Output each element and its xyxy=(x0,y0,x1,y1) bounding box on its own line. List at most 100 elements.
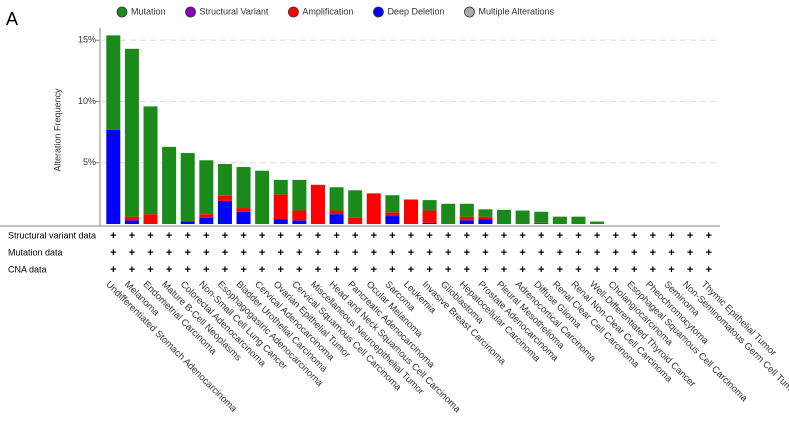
bar-segment xyxy=(459,220,474,224)
profiled-marker: + xyxy=(705,247,711,259)
profiled-marker: + xyxy=(687,230,693,242)
legend-label: Deep Deletion xyxy=(387,6,444,16)
legend-swatch xyxy=(464,6,475,18)
profiled-marker: + xyxy=(575,247,581,259)
profiled-marker: + xyxy=(259,230,265,242)
profiled-marker: + xyxy=(166,230,172,242)
profiled-marker: + xyxy=(129,247,135,259)
profiled-marker: + xyxy=(147,247,153,259)
bar-segment xyxy=(422,222,437,224)
bar-segment xyxy=(124,216,139,221)
bar-segment xyxy=(459,216,474,221)
bar-segment xyxy=(180,152,195,222)
profiled-marker: + xyxy=(222,264,228,276)
profiled-marker: + xyxy=(203,247,209,259)
profiled-marker: + xyxy=(445,264,451,276)
profiled-marker: + xyxy=(259,247,265,259)
profiled-marker: + xyxy=(687,247,693,259)
panel-label: A xyxy=(6,9,18,29)
profiled-marker: + xyxy=(278,247,284,259)
profiled-marker: + xyxy=(650,247,656,259)
profiled-marker: + xyxy=(705,230,711,242)
profiled-marker: + xyxy=(166,247,172,259)
profiled-marker: + xyxy=(315,264,321,276)
bar-segment xyxy=(441,203,456,224)
profiled-marker: + xyxy=(185,264,191,276)
profiled-marker: + xyxy=(594,247,600,259)
profiled-marker: + xyxy=(631,247,637,259)
profiled-marker: + xyxy=(166,264,172,276)
profile-row-label: Structural variant data xyxy=(8,230,96,240)
bar-segment xyxy=(348,190,363,218)
profiled-marker: + xyxy=(389,247,395,259)
profiled-marker: + xyxy=(110,247,116,259)
profiled-marker: + xyxy=(147,230,153,242)
profiled-marker: + xyxy=(185,247,191,259)
bar-segment xyxy=(552,216,567,224)
profiled-marker: + xyxy=(687,264,693,276)
legend-swatch xyxy=(373,6,384,18)
profiled-marker: + xyxy=(222,230,228,242)
profiled-marker: + xyxy=(538,230,544,242)
legend-swatch xyxy=(116,6,128,18)
profiled-marker: + xyxy=(203,230,209,242)
bar-segment xyxy=(571,216,586,224)
profiled-marker: + xyxy=(705,264,711,276)
bar-segment xyxy=(236,211,251,224)
profiled-marker: + xyxy=(612,264,618,276)
profiled-marker: + xyxy=(352,247,358,259)
bar-segment xyxy=(590,221,605,224)
bar-segment xyxy=(459,203,474,217)
bar-segment xyxy=(329,214,344,224)
profiled-marker: + xyxy=(185,230,191,242)
profiled-marker: + xyxy=(668,264,674,276)
profiled-marker: + xyxy=(668,230,674,242)
profiled-marker: + xyxy=(538,264,544,276)
profiled-marker: + xyxy=(501,247,507,259)
profiled-marker: + xyxy=(575,264,581,276)
profiled-marker: + xyxy=(222,247,228,259)
profiled-marker: + xyxy=(464,247,470,259)
legend-label: Multiple Alterations xyxy=(478,6,554,16)
bar-segment xyxy=(310,184,325,224)
profiled-marker: + xyxy=(371,264,377,276)
profiled-marker: + xyxy=(538,247,544,259)
bar-segment xyxy=(385,212,400,217)
profiled-marker: + xyxy=(426,264,432,276)
bar-segment xyxy=(199,217,214,224)
profiled-marker: + xyxy=(110,264,116,276)
profiled-marker: + xyxy=(426,247,432,259)
profiled-marker: + xyxy=(557,230,563,242)
profiled-marker: + xyxy=(557,264,563,276)
profiled-marker: + xyxy=(408,264,414,276)
profiled-marker: + xyxy=(240,230,246,242)
bar-segment xyxy=(404,199,418,224)
profiled-marker: + xyxy=(482,264,488,276)
bar-segment xyxy=(329,187,344,211)
bar-segment xyxy=(217,163,232,196)
profiled-marker: + xyxy=(333,230,339,242)
bar-segment xyxy=(143,214,158,224)
profiled-marker: + xyxy=(333,247,339,259)
profiled-marker: + xyxy=(296,264,302,276)
bar-segment xyxy=(180,221,195,224)
profile-row-label: Mutation data xyxy=(8,247,63,257)
bar-segment xyxy=(217,195,232,201)
profiled-marker: + xyxy=(426,230,432,242)
legend-swatch xyxy=(185,6,196,18)
y-tick-label: 5% xyxy=(83,157,96,167)
bar-segment xyxy=(106,129,121,224)
bar-segment xyxy=(273,194,288,220)
profiled-marker: + xyxy=(129,264,135,276)
bar-segment xyxy=(515,210,530,224)
profiled-marker: + xyxy=(278,230,284,242)
bar-segment xyxy=(124,220,139,224)
profiled-marker: + xyxy=(650,230,656,242)
profiled-marker: + xyxy=(464,264,470,276)
profiled-marker: + xyxy=(129,230,135,242)
profiled-marker: + xyxy=(408,230,414,242)
bar-segment xyxy=(385,195,400,213)
bar-segment xyxy=(422,200,437,211)
bar-segment xyxy=(199,214,214,218)
